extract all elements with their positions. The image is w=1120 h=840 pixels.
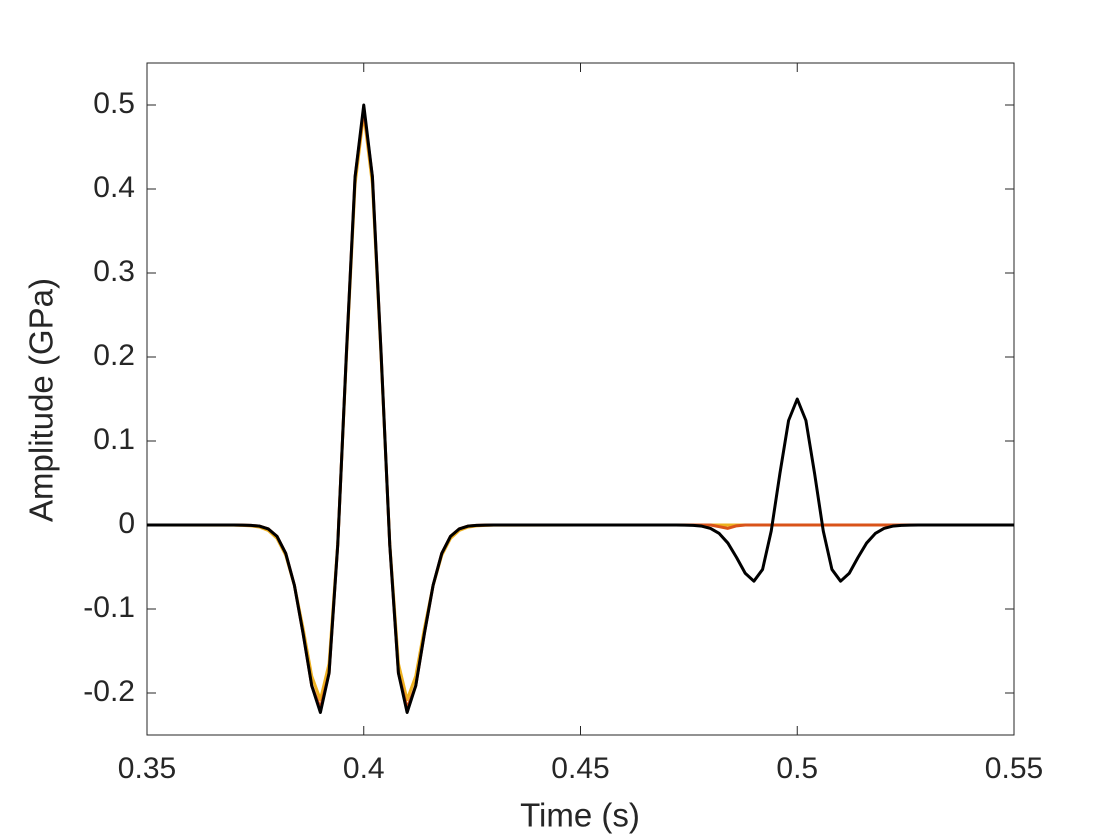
y-tick-label: 0.5 — [93, 87, 135, 120]
x-tick-label: 0.4 — [343, 752, 385, 785]
axes-box — [146, 62, 1015, 736]
y-tick-label: 0 — [118, 507, 135, 540]
series-line — [146, 111, 1014, 702]
series-line — [147, 103, 1014, 714]
y-tick-label: 0.3 — [93, 255, 135, 288]
y-axis-label: Amplitude (GPa) — [23, 278, 60, 522]
x-tick-label: 0.35 — [118, 752, 176, 785]
x-tick-label: 0.55 — [985, 752, 1043, 785]
y-tick-label: -0.1 — [83, 591, 135, 624]
y-tick-label: 0.1 — [93, 423, 135, 456]
x-tick-label: 0.5 — [776, 752, 818, 785]
y-tick-label: 0.4 — [93, 171, 135, 204]
x-tick-label: 0.45 — [551, 752, 609, 785]
y-tick-label: 0.2 — [93, 339, 135, 372]
y-tick-label: -0.2 — [83, 675, 135, 708]
series-line — [147, 107, 1014, 710]
x-axis-label: Time (s) — [520, 797, 640, 834]
